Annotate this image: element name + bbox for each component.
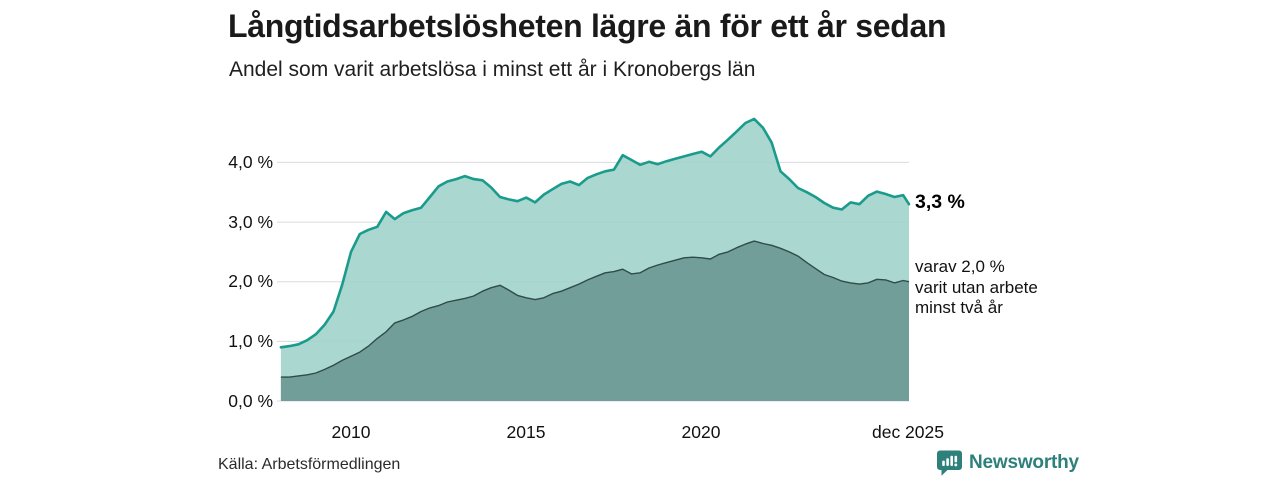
- end-value-label-two-year: varav 2,0 % varit utan arbete minst två …: [915, 257, 1038, 319]
- y-axis-tick-1: 1,0 %: [228, 331, 273, 351]
- y-axis-tick-4: 4,0 %: [228, 152, 273, 172]
- line-unemployed-one-year: [279, 117, 911, 349]
- x-axis-tick-2015: 2015: [506, 422, 546, 442]
- y-axis-tick-3: 3,0 %: [228, 212, 273, 232]
- annotation-line-1: varav 2,0 %: [915, 257, 1005, 276]
- source-text: Källa: Arbetsförmedlingen: [218, 456, 401, 473]
- annotation-line-2: varit utan arbete: [915, 277, 1038, 297]
- brand-logo: Newsworthy: [936, 449, 1079, 477]
- brand-name: Newsworthy: [969, 452, 1079, 473]
- area-unemployed-two-years: [280, 241, 909, 401]
- end-value-label-total: 3,3 %: [915, 191, 965, 213]
- line-unemployed-two-years: [280, 240, 910, 378]
- area-chart: [277, 117, 911, 402]
- page-title: Långtidsarbetslösheten lägre än för ett …: [228, 8, 947, 44]
- x-axis-tick-dec-2025: dec 2025: [871, 422, 944, 442]
- y-axis-tick-0: 0,0 %: [228, 391, 273, 411]
- newsworthy-speech-bubble-bar-chart-icon: [937, 450, 962, 476]
- page-subtitle: Andel som varit arbetslösa i minst ett å…: [229, 58, 756, 81]
- y-axis-tick-2: 2,0 %: [228, 271, 273, 291]
- x-axis-tick-2010: 2010: [331, 422, 371, 442]
- x-axis-tick-2020: 2020: [681, 422, 721, 442]
- annotation-line-3: minst två år: [915, 298, 1003, 318]
